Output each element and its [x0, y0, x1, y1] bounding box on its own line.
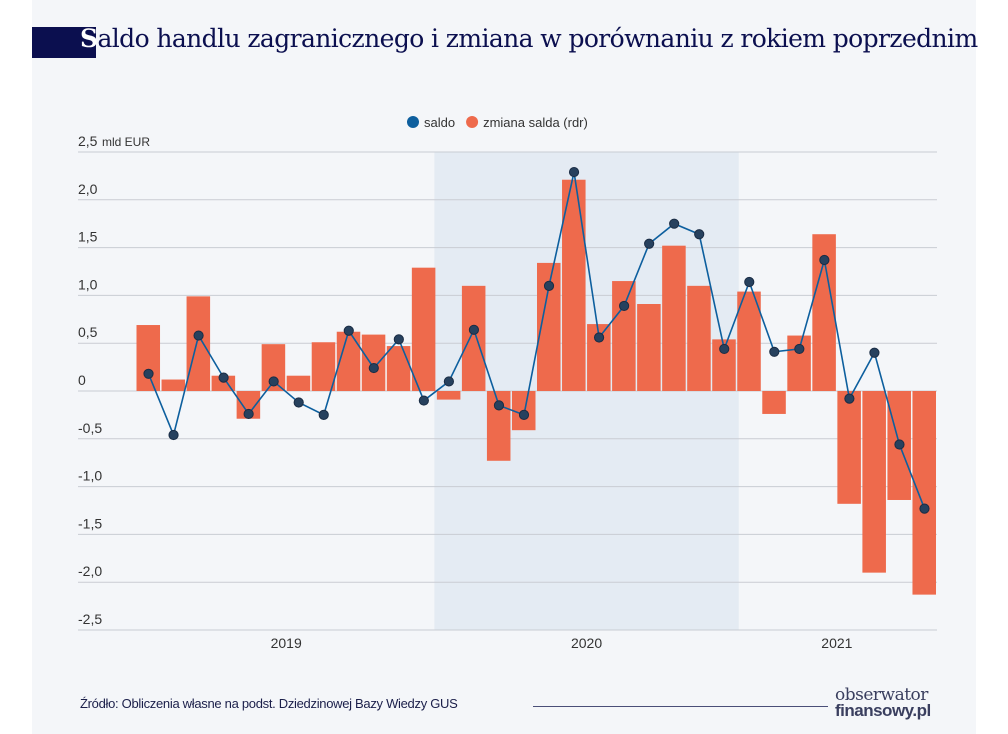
saldo-point: [819, 254, 830, 266]
source-note: Źródło: Obliczenia własne na podst. Dzie…: [80, 696, 458, 711]
bar: [286, 375, 311, 391]
saldo-point: [493, 400, 505, 411]
chart-title: Saldo handlu zagranicznego i zmiana w po…: [80, 24, 978, 53]
saldo-point: [518, 409, 530, 420]
y-tick-label: 1,0: [78, 276, 98, 292]
y-tick-label: 0: [78, 372, 86, 388]
logo-line1: obserwator: [835, 685, 928, 705]
bar: [912, 391, 936, 595]
title-accent-block: [32, 27, 96, 58]
legend-label-0: saldo: [424, 115, 455, 130]
saldo-point: [393, 334, 404, 345]
logo-line2: finansowy.pl: [835, 701, 931, 720]
bar: [436, 391, 461, 400]
legend-label-1: zmiana salda (rdr): [483, 115, 588, 130]
bar: [411, 267, 436, 391]
saldo-point: [644, 238, 655, 249]
saldo-point: [719, 343, 730, 355]
saldo-point: [418, 395, 429, 406]
bar: [687, 285, 711, 391]
bar: [461, 285, 486, 391]
saldo-point: [243, 408, 254, 420]
y-tick-label: 1,5: [78, 229, 98, 245]
saldo-point: [468, 324, 480, 335]
saldo-point: [318, 409, 329, 420]
saldo-point: [268, 376, 279, 387]
bar: [712, 339, 736, 391]
bar: [637, 304, 661, 391]
bar: [186, 296, 211, 391]
bar: [311, 342, 336, 391]
bar: [662, 245, 686, 391]
y-tick-label: 2,0: [78, 181, 98, 197]
saldo-point: [193, 330, 204, 341]
y-tick-label: -2,5: [78, 611, 102, 627]
logo: obserwator finansowy.pl: [835, 685, 931, 720]
legend-marker-0: [407, 116, 419, 128]
bar: [386, 346, 411, 391]
x-tick-label-2021: 2021: [821, 635, 852, 651]
saldo-point: [694, 229, 705, 240]
saldo-point: [218, 372, 229, 383]
saldo-point: [293, 397, 304, 408]
saldo-point: [869, 347, 880, 358]
legend-marker-1: [466, 116, 479, 128]
bar: [562, 179, 586, 391]
bar: [136, 325, 161, 391]
bar: [236, 391, 261, 419]
saldo-point: [543, 280, 555, 291]
title-text: aldo handlu zagranicznego i zmiana w por…: [97, 24, 978, 53]
bar: [486, 391, 511, 461]
saldo-point: [894, 439, 905, 450]
source-divider: [533, 706, 828, 707]
bar: [837, 391, 861, 504]
title-first-letter: S: [80, 24, 98, 53]
saldo-point: [443, 376, 454, 387]
y-tick-label: 0,5: [78, 324, 98, 340]
x-tick-label-2020: 2020: [571, 635, 602, 651]
bar: [261, 344, 286, 391]
bar: [812, 234, 836, 391]
y-tick-label: -1,5: [78, 515, 102, 531]
y-axis-unit: mld EUR: [102, 135, 150, 149]
saldo-point: [343, 325, 354, 336]
saldo-point: [368, 362, 379, 374]
saldo-point: [593, 332, 605, 343]
y-tick-label: 2,5: [78, 133, 98, 149]
saldo-point: [844, 393, 855, 404]
bar: [737, 291, 761, 391]
bar: [587, 324, 611, 391]
x-tick-label-2019: 2019: [271, 635, 302, 651]
saldo-point: [143, 368, 154, 379]
saldo-point: [168, 429, 179, 441]
y-tick-label: -2,0: [78, 563, 102, 579]
saldo-point: [669, 218, 680, 229]
bar: [862, 391, 886, 573]
saldo-point: [919, 503, 930, 514]
y-tick-label: -1,0: [78, 468, 102, 484]
saldo-point: [744, 276, 755, 288]
bar: [361, 334, 386, 391]
bar: [161, 379, 186, 391]
saldo-point: [619, 300, 630, 312]
bar: [762, 391, 786, 414]
bar: [612, 281, 636, 391]
bar: [537, 262, 561, 391]
saldo-point: [769, 346, 780, 357]
y-tick-label: -0,5: [78, 420, 102, 436]
bar: [336, 331, 361, 391]
saldo-point: [794, 343, 805, 355]
saldo-point: [568, 166, 580, 178]
